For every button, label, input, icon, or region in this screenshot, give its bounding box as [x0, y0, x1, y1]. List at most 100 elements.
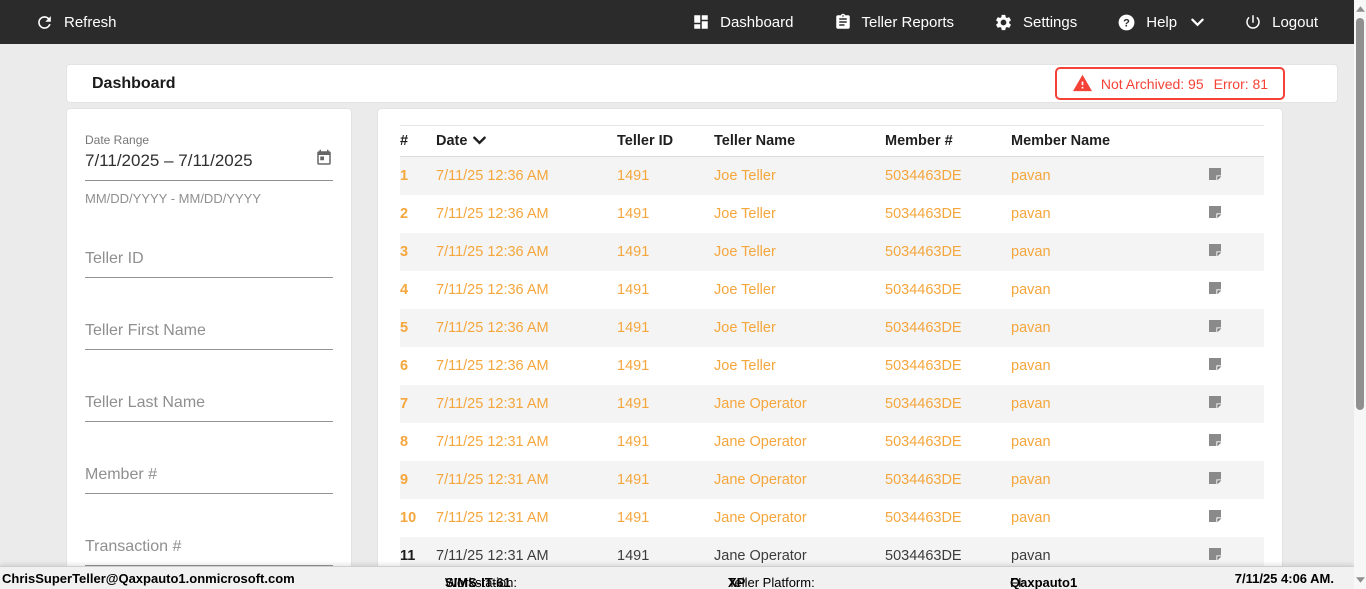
teller-name-cell: Joe Teller [714, 206, 776, 222]
member-num-cell: 5034463DE [885, 206, 962, 222]
column-header-teller-id[interactable]: Teller ID [617, 133, 674, 149]
logged-in-user: ChrisSuperTeller@Qaxpauto1.onmicrosoft.c… [2, 571, 295, 586]
svg-text:?: ? [1123, 17, 1130, 29]
member-num-cell: 5034463DE [885, 548, 962, 564]
teller-name-cell: Jane Operator [714, 434, 807, 450]
table-row[interactable]: 10 7/11/25 12:31 AM 1491 Jane Operator 5… [400, 499, 1264, 537]
status-bar: ChrisSuperTeller@Qaxpauto1.onmicrosoft.c… [0, 566, 1354, 589]
row-num-cell: 5 [400, 320, 409, 336]
member-num-cell: 5034463DE [885, 434, 962, 450]
member-num-cell: 5034463DE [885, 282, 962, 298]
table-row[interactable]: 6 7/11/25 12:36 AM 1491 Joe Teller 50344… [400, 347, 1264, 385]
member-num-cell: 5034463DE [885, 244, 962, 260]
scrollbar-thumb[interactable] [1356, 18, 1364, 410]
note-icon[interactable] [1207, 508, 1223, 528]
date-cell: 7/11/25 12:36 AM [436, 168, 549, 184]
note-icon[interactable] [1207, 470, 1223, 490]
teller-name-cell: Joe Teller [714, 320, 776, 336]
teller-id-cell: 1491 [617, 434, 650, 450]
teller-id-cell: 1491 [617, 320, 650, 336]
teller-name-cell: Joe Teller [714, 244, 776, 260]
warning-icon [1072, 73, 1093, 95]
column-header-num[interactable]: # [400, 133, 409, 149]
date-cell: 7/11/25 12:36 AM [436, 244, 549, 260]
nav-label-help: Help [1146, 13, 1178, 31]
teller-id-input[interactable] [85, 250, 333, 278]
nav-label-teller-reports: Teller Reports [861, 13, 955, 31]
teller-first-name-input[interactable] [85, 322, 333, 350]
table-row[interactable]: 9 7/11/25 12:31 AM 1491 Jane Operator 50… [400, 461, 1264, 499]
row-num-cell: 1 [400, 168, 409, 184]
teller-id-cell: 1491 [617, 548, 650, 564]
member-num-cell: 5034463DE [885, 168, 962, 184]
column-header-member-num[interactable]: Member # [885, 133, 953, 149]
teller-last-name-input[interactable] [85, 394, 333, 422]
table-row[interactable]: 4 7/11/25 12:36 AM 1491 Joe Teller 50344… [400, 271, 1264, 309]
table-row[interactable]: 1 7/11/25 12:36 AM 1491 Joe Teller 50344… [400, 157, 1264, 195]
note-icon[interactable] [1207, 242, 1223, 262]
member-name-cell: pavan [1011, 548, 1051, 564]
date-cell: 7/11/25 12:31 AM [436, 510, 549, 526]
nav-item-help[interactable]: ? Help [1117, 13, 1204, 32]
date-cell: 7/11/25 12:31 AM [436, 472, 549, 488]
member-name-cell: pavan [1011, 320, 1051, 336]
row-num-cell: 8 [400, 434, 409, 450]
teller-name-cell: Joe Teller [714, 168, 776, 184]
scroll-up-arrow-icon[interactable] [1354, 3, 1366, 15]
date-range-input[interactable]: 7/11/2025 – 7/11/2025 [85, 149, 333, 181]
row-num-cell: 9 [400, 472, 409, 488]
nav-item-settings[interactable]: Settings [994, 13, 1077, 32]
row-num-cell: 3 [400, 244, 409, 260]
note-icon[interactable] [1207, 280, 1223, 300]
member-number-input[interactable] [85, 466, 333, 494]
note-icon[interactable] [1207, 546, 1223, 566]
teller-id-cell: 1491 [617, 358, 650, 374]
scroll-down-arrow-icon[interactable] [1354, 574, 1366, 586]
member-name-cell: pavan [1011, 434, 1051, 450]
note-icon[interactable] [1207, 204, 1223, 224]
table-row[interactable]: 2 7/11/25 12:36 AM 1491 Joe Teller 50344… [400, 195, 1264, 233]
note-icon[interactable] [1207, 318, 1223, 338]
refresh-button[interactable]: Refresh [35, 13, 117, 32]
table-row[interactable]: 7 7/11/25 12:31 AM 1491 Jane Operator 50… [400, 385, 1264, 423]
member-name-cell: pavan [1011, 396, 1051, 412]
power-icon [1244, 13, 1262, 31]
column-header-teller-name[interactable]: Teller Name [714, 133, 796, 149]
date-range-label: Date Range [85, 133, 150, 147]
member-num-cell: 5034463DE [885, 510, 962, 526]
nav-item-dashboard[interactable]: Dashboard [692, 13, 794, 31]
clipboard-icon [834, 13, 852, 31]
note-icon[interactable] [1207, 432, 1223, 452]
date-cell: 7/11/25 12:31 AM [436, 434, 549, 450]
teller-id-cell: 1491 [617, 168, 650, 184]
calendar-icon[interactable] [315, 149, 333, 172]
row-num-cell: 4 [400, 282, 409, 298]
transaction-number-input[interactable] [85, 538, 333, 566]
vertical-scrollbar[interactable] [1354, 0, 1366, 589]
nav-item-teller-reports[interactable]: Teller Reports [834, 13, 955, 31]
date-cell: 7/11/25 12:31 AM [436, 548, 549, 564]
member-num-cell: 5034463DE [885, 358, 962, 374]
not-archived-count: Not Archived: 95 [1100, 75, 1204, 92]
archive-alert-badge[interactable]: Not Archived: 95 Error: 81 [1055, 67, 1285, 100]
refresh-icon [35, 13, 54, 32]
table-row[interactable]: 8 7/11/25 12:31 AM 1491 Jane Operator 50… [400, 423, 1264, 461]
nav-item-logout[interactable]: Logout [1244, 13, 1318, 31]
member-num-cell: 5034463DE [885, 320, 962, 336]
note-icon[interactable] [1207, 394, 1223, 414]
column-header-member-name[interactable]: Member Name [1011, 133, 1111, 149]
table-header-row: # Date Teller ID Teller Name Member # Me… [400, 125, 1264, 157]
refresh-label: Refresh [64, 13, 117, 31]
status-datetime: 7/11/25 4:06 AM. [1234, 571, 1334, 586]
member-name-cell: pavan [1011, 358, 1051, 374]
teller-id-cell: 1491 [617, 282, 650, 298]
table-row[interactable]: 3 7/11/25 12:36 AM 1491 Joe Teller 50344… [400, 233, 1264, 271]
table-body: 1 7/11/25 12:36 AM 1491 Joe Teller 50344… [400, 157, 1264, 575]
table-row[interactable]: 5 7/11/25 12:36 AM 1491 Joe Teller 50344… [400, 309, 1264, 347]
teller-id-cell: 1491 [617, 396, 650, 412]
note-icon[interactable] [1207, 166, 1223, 186]
column-header-date[interactable]: Date [436, 133, 617, 149]
row-num-cell: 11 [400, 548, 416, 564]
note-icon[interactable] [1207, 356, 1223, 376]
chevron-down-icon [1191, 18, 1204, 27]
